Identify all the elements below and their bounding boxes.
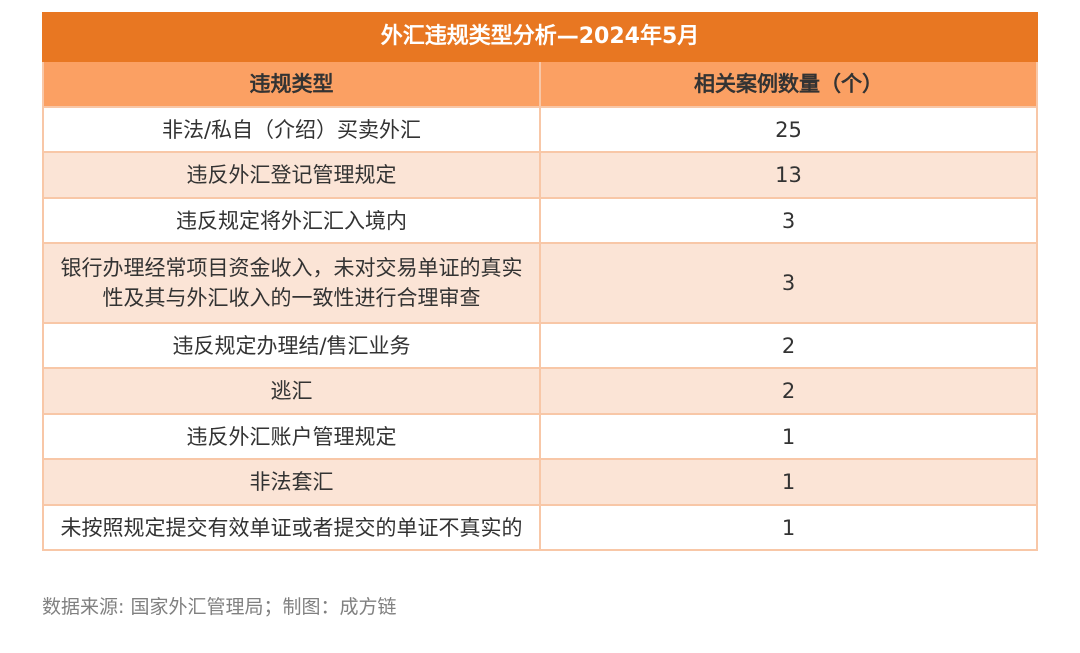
type-cell: 逃汇 <box>42 367 541 415</box>
type-cell: 非法/私自（介绍）买卖外汇 <box>42 106 541 153</box>
source-note: 数据来源: 国家外汇管理局；制图：成方链 <box>42 596 397 618</box>
table-title: 外汇违规类型分析—2024年5月 <box>42 12 1038 62</box>
header-type: 违规类型 <box>42 60 541 108</box>
type-cell: 未按照规定提交有效单证或者提交的单证不真实的 <box>42 504 541 551</box>
count-cell: 13 <box>539 151 1038 199</box>
type-cell: 非法套汇 <box>42 458 541 506</box>
table-row: 银行办理经常项目资金收入，未对交易单证的真实性及其与外汇收入的一致性进行合理审查… <box>42 242 1038 324</box>
count-cell: 1 <box>539 504 1038 551</box>
count-cell: 3 <box>539 197 1038 244</box>
count-cell: 2 <box>539 322 1038 369</box>
table-row: 违反外汇登记管理规定 13 <box>42 151 1038 199</box>
violation-table: 外汇违规类型分析—2024年5月 违规类型 相关案例数量（个） 非法/私自（介绍… <box>42 12 1038 551</box>
type-cell: 违反规定办理结/售汇业务 <box>42 322 541 369</box>
table-row: 违反规定办理结/售汇业务 2 <box>42 322 1038 369</box>
header-count: 相关案例数量（个） <box>539 60 1038 108</box>
table-row: 违反规定将外汇汇入境内 3 <box>42 197 1038 244</box>
count-cell: 2 <box>539 367 1038 415</box>
table-row: 逃汇 2 <box>42 367 1038 415</box>
type-cell: 违反外汇账户管理规定 <box>42 413 541 460</box>
type-cell: 违反规定将外汇汇入境内 <box>42 197 541 244</box>
type-cell: 违反外汇登记管理规定 <box>42 151 541 199</box>
count-cell: 3 <box>539 242 1038 324</box>
count-cell: 1 <box>539 458 1038 506</box>
table-row: 未按照规定提交有效单证或者提交的单证不真实的 1 <box>42 504 1038 551</box>
count-cell: 1 <box>539 413 1038 460</box>
type-cell: 银行办理经常项目资金收入，未对交易单证的真实性及其与外汇收入的一致性进行合理审查 <box>42 242 541 324</box>
table-row: 违反外汇账户管理规定 1 <box>42 413 1038 460</box>
table-row: 非法/私自（介绍）买卖外汇 25 <box>42 106 1038 153</box>
table-row: 非法套汇 1 <box>42 458 1038 506</box>
count-cell: 25 <box>539 106 1038 153</box>
